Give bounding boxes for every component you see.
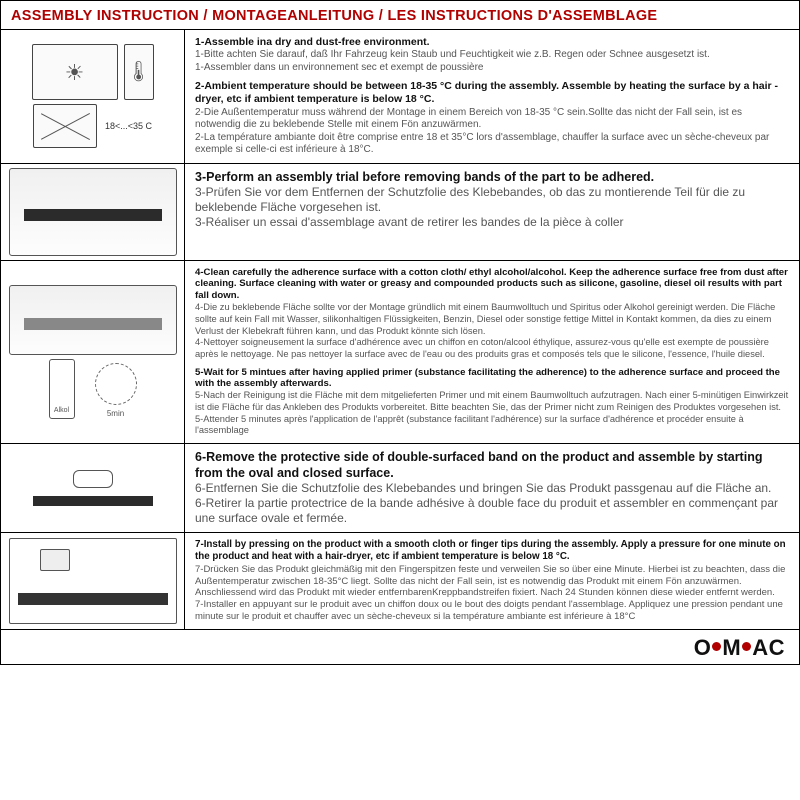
step-row-7: 7-Install by pressing on the product wit…	[1, 533, 799, 630]
footer: O M AC	[1, 630, 799, 664]
step-1-de: 1-Bitte achten Sie darauf, daß Ihr Fahrz…	[195, 49, 789, 62]
step-row-1-2: 18<...<35 C 1-Assemble ina dry and dust-…	[1, 30, 799, 163]
step-5-de: 5-Nach der Reinigung ist die Fläche mit …	[195, 390, 789, 413]
alcohol-label: Alkol	[54, 407, 69, 416]
alcohol-bottle-icon: Alkol	[49, 359, 75, 419]
step-3-de: 3-Prüfen Sie vor dem Entfernen der Schut…	[195, 185, 789, 215]
adhesive-strip-icon	[33, 496, 153, 506]
illustration-clean-primer: Alkol 5min	[1, 261, 185, 443]
step-6-de: 6-Entfernen Sie die Schutzfolie des Kleb…	[195, 481, 789, 496]
brand-part-2: M	[722, 634, 741, 662]
step-7-de: 7-Drücken Sie das Produkt gleichmäßig mi…	[195, 564, 789, 600]
thermometer-icon	[124, 44, 154, 100]
step-3-en: 3-Perform an assembly trial before remov…	[195, 170, 789, 186]
step-7: 7-Install by pressing on the product wit…	[195, 539, 789, 623]
step-3-fr: 3-Réaliser un essai d'assemblage avant d…	[195, 215, 789, 230]
trial-panel-icon	[9, 168, 177, 256]
step-7-en: 7-Install by pressing on the product wit…	[195, 539, 789, 563]
brand-part-3: AC	[752, 634, 785, 662]
step-2: 2-Ambient temperature should be between …	[195, 80, 789, 156]
step-4-de: 4-Die zu beklebende Fläche sollte vor de…	[195, 302, 789, 337]
step-5-en: 5-Wait for 5 mintues after having applie…	[195, 367, 789, 391]
timer-label: 5min	[107, 409, 124, 419]
sun-icon	[32, 44, 118, 100]
step-5-fr: 5-Attender 5 minutes après l'application…	[195, 414, 789, 437]
step-text-7: 7-Install by pressing on the product wit…	[185, 533, 799, 629]
step-3: 3-Perform an assembly trial before remov…	[195, 170, 789, 231]
brand-dot-icon	[742, 642, 751, 651]
step-text-3: 3-Perform an assembly trial before remov…	[185, 164, 799, 260]
brand-logo: O M AC	[694, 634, 785, 662]
temperature-range-label: 18<...<35 C	[105, 121, 152, 132]
brand-part-1: O	[694, 634, 712, 662]
install-panel-icon	[9, 538, 177, 624]
step-text-4-5: 4-Clean carefully the adherence surface …	[185, 261, 799, 443]
brand-dot-icon	[712, 642, 721, 651]
step-4: 4-Clean carefully the adherence surface …	[195, 267, 789, 361]
step-6: 6-Remove the protective side of double-s…	[195, 450, 789, 526]
step-2-de: 2-Die Außentemperatur muss während der M…	[195, 107, 789, 132]
no-moisture-icon	[33, 104, 97, 148]
illustration-env: 18<...<35 C	[1, 30, 185, 162]
step-1-fr: 1-Assembler dans un environnement sec et…	[195, 62, 789, 75]
step-6-en: 6-Remove the protective side of double-s…	[195, 450, 789, 481]
step-4-fr: 4-Nettoyer soigneusement la surface d'ad…	[195, 337, 789, 360]
illustration-remove-band	[1, 444, 185, 532]
instruction-page: ASSEMBLY INSTRUCTION / MONTAGEANLEITUNG …	[0, 0, 800, 665]
cloth-icon	[40, 549, 70, 571]
step-text-1-2: 1-Assemble ina dry and dust-free environ…	[185, 30, 799, 162]
illustration-install	[1, 533, 185, 629]
timer-icon	[95, 363, 137, 405]
step-2-en: 2-Ambient temperature should be between …	[195, 80, 789, 106]
step-row-6: 6-Remove the protective side of double-s…	[1, 444, 799, 533]
hand-icon	[73, 470, 113, 488]
step-4-en: 4-Clean carefully the adherence surface …	[195, 267, 789, 303]
step-row-3: 3-Perform an assembly trial before remov…	[1, 164, 799, 261]
step-1-en: 1-Assemble ina dry and dust-free environ…	[195, 36, 789, 49]
step-1: 1-Assemble ina dry and dust-free environ…	[195, 36, 789, 74]
illustration-trial	[1, 164, 185, 260]
step-row-4-5: Alkol 5min 4-Clean carefully the adheren…	[1, 261, 799, 444]
step-7-fr: 7-Installer en appuyant sur le produit a…	[195, 599, 789, 623]
step-6-fr: 6-Retirer la partie protectrice de la ba…	[195, 496, 789, 526]
header: ASSEMBLY INSTRUCTION / MONTAGEANLEITUNG …	[1, 1, 799, 30]
header-title: ASSEMBLY INSTRUCTION / MONTAGEANLEITUNG …	[11, 7, 789, 25]
step-2-fr: 2-La température ambiante doit être comp…	[195, 132, 789, 157]
clean-panel-icon	[9, 285, 177, 355]
step-5: 5-Wait for 5 mintues after having applie…	[195, 367, 789, 437]
step-text-6: 6-Remove the protective side of double-s…	[185, 444, 799, 532]
